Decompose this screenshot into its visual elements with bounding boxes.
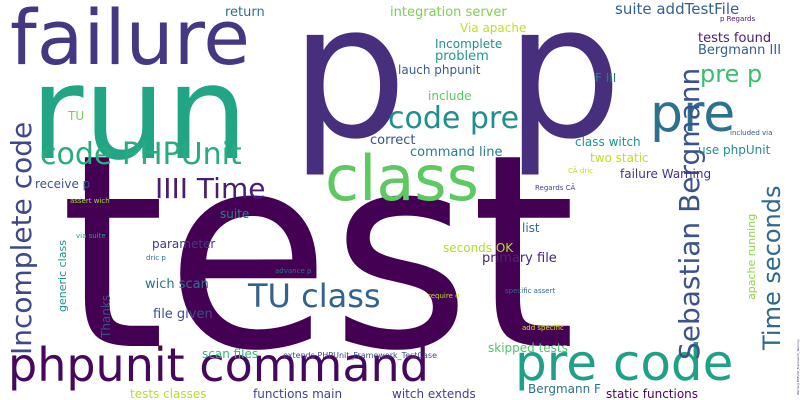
cloud-word: Regards CÃ (535, 184, 576, 192)
cloud-word: two static (590, 151, 649, 165)
cloud-word: add specific (522, 324, 564, 332)
cloud-word: Time seconds (758, 185, 786, 350)
cloud-word: parameter (152, 237, 216, 251)
cloud-word: CÃ dric (568, 167, 594, 175)
cloud-word: assert wich (70, 197, 110, 205)
cloud-word: TU (68, 109, 85, 123)
cloud-word: advance p (275, 267, 312, 275)
cloud-word: problem (435, 49, 489, 64)
cloud-word: pre code (515, 334, 734, 392)
cloud-word: return (225, 5, 265, 20)
cloud-word: specific assert (505, 287, 556, 295)
cloud-word: apache running (745, 213, 758, 300)
cloud-word: Thanks (99, 294, 113, 338)
cloud-word: p (290, 0, 408, 180)
cloud-word: included via (730, 129, 773, 137)
cloud-word: functions main (253, 387, 343, 400)
cloud-word: Warning PHPUnit_Framework_Warning (796, 339, 800, 395)
cloud-word: command line (410, 145, 503, 160)
cloud-word: class (325, 142, 479, 215)
cloud-word: suite addTestFile (615, 0, 740, 18)
cloud-word: list (522, 221, 540, 235)
cloud-word: via suite (76, 232, 106, 240)
cloud-word: receive p (35, 177, 91, 191)
cloud-word: lauch phpunit (398, 63, 481, 77)
cloud-word: generic class (56, 240, 69, 312)
cloud-word: Incomplete (435, 37, 503, 51)
cloud-word: wich scan (145, 277, 209, 292)
cloud-word: Bergmann F (528, 382, 601, 396)
cloud-word: integration server (390, 5, 507, 20)
cloud-word: code PHPUnit (40, 137, 242, 172)
cloud-word: Bergmann III (698, 43, 782, 58)
cloud-word: test (60, 98, 577, 400)
cloud-word: file given (153, 307, 213, 322)
cloud-word: witch extends (392, 387, 476, 400)
cloud-word: TU class (248, 277, 381, 315)
cloud-word: F III (595, 71, 617, 85)
cloud-word: failure Warning (620, 167, 712, 181)
cloud-word: include (428, 89, 472, 103)
cloud-word: failure (10, 0, 251, 82)
cloud-word: suite (220, 207, 250, 221)
cloud-word: code pre (388, 101, 520, 136)
cloud-word: Sebastian Bergmann (673, 67, 706, 360)
cloud-word: dric p (146, 254, 166, 262)
cloud-word: Via apache (460, 21, 527, 35)
cloud-word: class witch (575, 135, 641, 149)
cloud-word: IIII Time (155, 172, 266, 205)
cloud-word: pre (650, 84, 736, 144)
cloud-word: skipped tests (488, 341, 568, 355)
cloud-word: use phpUnit (698, 143, 771, 157)
cloud-word: seconds OK (443, 241, 514, 255)
cloud-word: pre p (700, 60, 763, 88)
cloud-word: p (505, 0, 623, 180)
cloud-word: scan files (202, 347, 259, 361)
cloud-word: tests found (698, 31, 772, 46)
cloud-word: static functions (606, 387, 699, 400)
cloud-word: correct (370, 133, 416, 148)
cloud-word: run (30, 37, 249, 189)
cloud-word: Incomplete code (5, 121, 38, 355)
cloud-word: p Regards (720, 15, 756, 23)
cloud-word: require o (428, 292, 460, 300)
cloud-word: extends PHPUnit_Framework_TestCase (283, 351, 437, 360)
cloud-word: phpunit command (8, 338, 429, 392)
cloud-word: primary file (482, 251, 557, 266)
cloud-word: tests classes (130, 387, 207, 400)
